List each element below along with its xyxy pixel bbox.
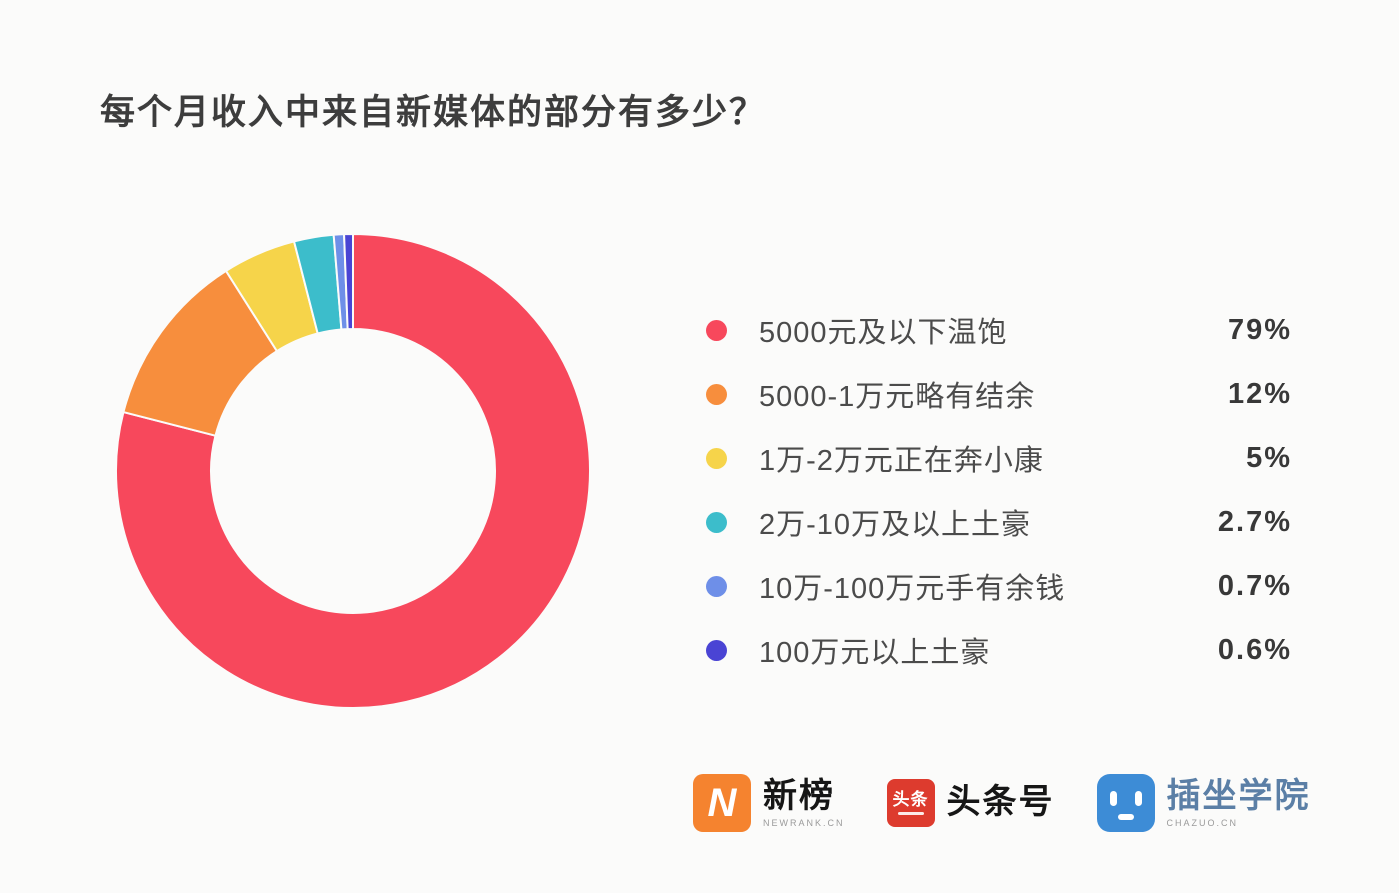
donut-chart (113, 231, 593, 711)
legend-value: 0.7% (1217, 569, 1292, 602)
chazuo-face-eye-right (1134, 791, 1142, 806)
logo-newrank: N 新榜 NEWRANK.CN (693, 774, 845, 832)
donut-segment-0 (115, 232, 591, 709)
legend-label: 2万-10万及以上土豪 (759, 509, 1032, 541)
legend-label: 5000元及以下温饱 (759, 317, 1008, 349)
legend-item-1: 5000-1万元略有结余 12% (706, 362, 1292, 426)
legend-item-4: 10万-100万元手有余钱 0.7% (706, 554, 1292, 618)
legend-dot-icon (706, 575, 727, 597)
logo-toutiao: 头条 头条号 (886, 779, 1055, 827)
donut-chart-svg (115, 232, 591, 709)
newrank-logo-icon: N (693, 774, 751, 832)
chazuo-face-mouth (1117, 814, 1134, 820)
toutiao-logo-title: 头条号 (946, 783, 1055, 822)
legend-item-5: 100万元以上土豪 0.6% (706, 618, 1292, 682)
legend-item-2: 1万-2万元正在奔小康 5% (706, 426, 1292, 490)
page-title: 每个月收入中来自新媒体的部分有多少？ (100, 93, 767, 132)
chazuo-logo-title: 插坐学院 (1166, 777, 1311, 816)
legend-dot-icon (706, 447, 727, 469)
legend-dot-icon (706, 383, 727, 405)
toutiao-logo-icon: 头条 (886, 779, 935, 827)
legend-label: 10万-100万元手有余钱 (759, 573, 1066, 605)
legend-item-3: 2万-10万及以上土豪 2.7% (706, 490, 1292, 554)
toutiao-badge-chars: 头条 (892, 790, 929, 809)
legend-dot-icon (706, 639, 727, 661)
legend-value: 5% (1246, 441, 1292, 474)
newrank-logo-subtitle: NEWRANK.CN (763, 817, 845, 828)
chazuo-face-eye-left (1109, 791, 1117, 806)
newrank-badge-letter: N (707, 780, 737, 825)
legend-item-0: 5000元及以下温饱 79% (706, 298, 1292, 362)
chazuo-logo-icon (1096, 774, 1155, 832)
legend-value: 2.7% (1217, 505, 1292, 538)
legend-value: 0.6% (1217, 633, 1292, 666)
legend-label: 1万-2万元正在奔小康 (759, 445, 1044, 477)
chazuo-logo-subtitle: CHAZUO.CN (1166, 817, 1239, 828)
legend-dot-icon (706, 511, 727, 533)
legend-value: 79% (1227, 313, 1292, 346)
legend-dot-icon (706, 319, 727, 341)
footer-logos: N 新榜 NEWRANK.CN 头条 头条号 插坐学院 CHAZUO.CN (693, 774, 1311, 832)
legend-value: 12% (1227, 377, 1292, 410)
logo-chazuo: 插坐学院 CHAZUO.CN (1096, 774, 1311, 832)
legend-label: 100万元以上土豪 (759, 637, 991, 669)
legend-label: 5000-1万元略有结余 (759, 381, 1036, 413)
legend: 5000元及以下温饱 79% 5000-1万元略有结余 12% 1万-2万元正在奔小康 5… (706, 298, 1292, 682)
newrank-logo-title: 新榜 (763, 777, 835, 816)
donut-segment-5 (343, 232, 354, 331)
toutiao-badge-bar (897, 812, 924, 815)
